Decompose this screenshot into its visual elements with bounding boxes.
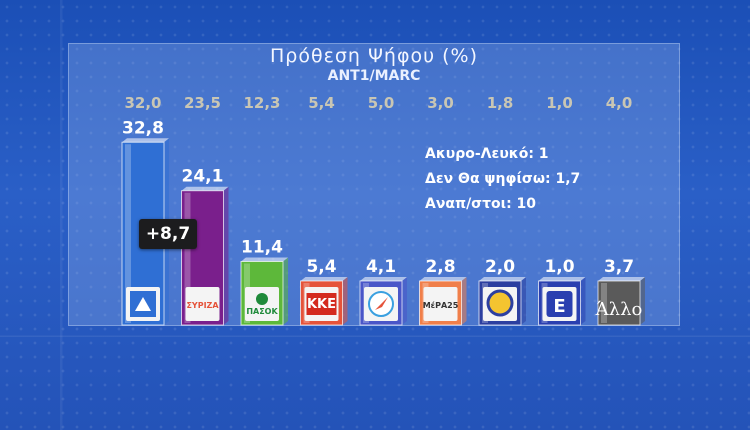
- pasok-sun: [256, 293, 268, 305]
- bar-highlight: [125, 144, 131, 323]
- logo-label: ΣΥΡΙΖΑ: [186, 301, 219, 310]
- value-label: 2,8: [425, 257, 455, 277]
- bar-top: [360, 277, 407, 281]
- difference-badge: +8,7: [139, 219, 197, 249]
- previous-value-label: 1,0: [546, 94, 573, 112]
- notes-block: Ακυρο-Λευκό: 1 Δεν Θα ψηφίσω: 1,7 Αναπ/σ…: [425, 142, 580, 217]
- bar-side: [640, 277, 645, 325]
- logo-bg: [185, 287, 220, 321]
- niki-box: [546, 291, 573, 317]
- kke-box: [306, 293, 337, 315]
- plefsi-logo-icon: [364, 287, 398, 321]
- logo-label: Ε: [553, 296, 565, 317]
- bar-front: [597, 280, 641, 326]
- previous-value-label: 23,5: [184, 94, 221, 112]
- bar-top: [538, 277, 586, 281]
- niki-logo-icon: Ε: [542, 287, 577, 321]
- previous-value-label: 5,4: [308, 94, 335, 112]
- bar-side: [402, 277, 407, 325]
- bar-top: [419, 277, 467, 281]
- nd-logo-icon: [126, 287, 160, 321]
- bar-top: [598, 277, 645, 281]
- note-undecided: Αναπ/στοι: 10: [425, 196, 537, 212]
- previous-value-label: 5,0: [368, 94, 395, 112]
- value-label: 24,1: [182, 167, 224, 187]
- bar-top: [181, 186, 229, 191]
- logo-label: ΚΚΕ: [307, 297, 336, 312]
- logo-label: ΠΑΣΟΚ: [246, 307, 278, 316]
- note-will-not-vote: Δεν Θα ψηφίσω: 1,7: [425, 171, 581, 187]
- chart-subtitle: ANT1/MARC: [327, 68, 421, 84]
- chart-title: Πρόθεση Ψήφου (%): [269, 45, 479, 67]
- bar-side: [283, 257, 288, 325]
- syriza-logo-icon: ΣΥΡΙΖΑ: [185, 287, 220, 321]
- value-label: 5,4: [306, 257, 336, 277]
- logo-bg: [423, 287, 458, 321]
- plefsi-needle: [375, 297, 388, 310]
- note-blank-votes: Ακυρο-Λευκό: 1: [425, 146, 549, 162]
- bar-side: [580, 277, 586, 325]
- mera25-logo-icon: ΜέΡΑ25: [423, 287, 459, 321]
- value-label: 3,7: [604, 257, 634, 277]
- bar-side: [342, 277, 348, 325]
- value-label: 11,4: [241, 237, 283, 257]
- bar-top: [241, 257, 288, 262]
- pasok-logo-icon: ΠΑΣΟΚ: [245, 287, 279, 321]
- elliniki-lysi-logo-icon: [483, 287, 517, 321]
- bar-highlight: [601, 283, 607, 323]
- bar-top: [479, 277, 526, 281]
- kke-logo-icon: ΚΚΕ: [304, 287, 339, 321]
- bar-top: [122, 138, 169, 143]
- previous-value-label: 1,8: [487, 94, 514, 112]
- previous-value-label: 4,0: [606, 94, 633, 112]
- bar-side: [461, 277, 467, 325]
- bar-side: [223, 186, 229, 325]
- bar-side: [521, 277, 526, 325]
- value-label: 4,1: [366, 257, 396, 277]
- bar-highlight: [184, 192, 191, 323]
- logo-label: ΜέΡΑ25: [423, 300, 459, 310]
- previous-value-label: 3,0: [427, 94, 454, 112]
- nd-torch: [135, 297, 151, 311]
- previous-value-label: 12,3: [243, 94, 280, 112]
- lysi-circle: [486, 289, 514, 317]
- bar: [597, 277, 645, 326]
- value-label: 1,0: [544, 257, 574, 277]
- logo-label: Άλλο: [595, 299, 643, 320]
- other-logo-icon: Άλλο: [595, 299, 643, 320]
- value-label: 32,8: [122, 118, 164, 138]
- value-label: 2,0: [485, 257, 515, 277]
- bar-top: [300, 277, 348, 281]
- previous-value-label: 32,0: [124, 94, 161, 112]
